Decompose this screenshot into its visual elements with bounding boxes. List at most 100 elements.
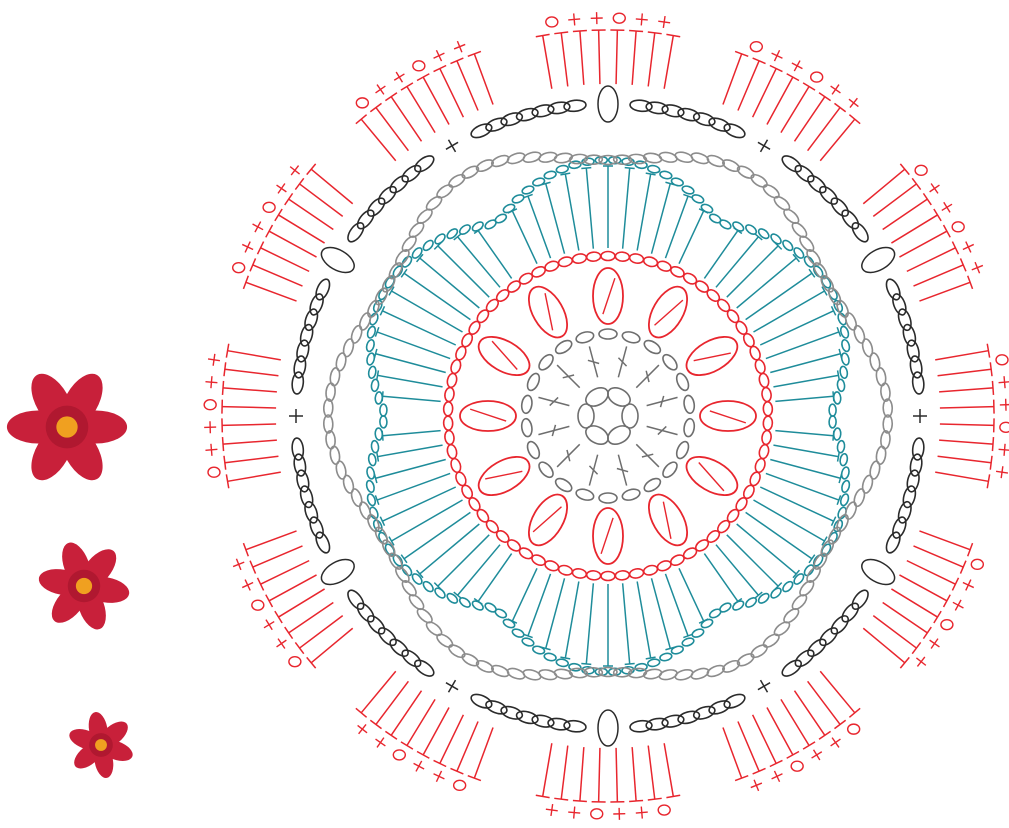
petal-ring-chain — [585, 251, 602, 262]
teal-fan-stitch — [403, 511, 471, 560]
petal-ring-chain — [761, 386, 772, 403]
teal-fan-stitch — [703, 553, 739, 602]
outer-stitch-top — [467, 50, 482, 58]
gray-chain — [882, 414, 894, 434]
teal-fan-stitch-top — [373, 473, 378, 484]
teal-fan-stitch — [775, 395, 834, 403]
petal-ring-chain — [442, 415, 454, 431]
outer-stitch — [422, 707, 450, 756]
outer-stitch-top — [991, 437, 995, 452]
outer-stitch — [422, 76, 450, 125]
teal-fan-stitch-top — [507, 618, 518, 624]
black-chain — [293, 453, 307, 477]
black-cluster — [320, 246, 355, 274]
outer-stitch-top — [433, 759, 447, 768]
teal-fan-round — [365, 155, 851, 677]
teal-fan-stitch — [678, 567, 705, 622]
teal-fan-stitch-top — [665, 181, 676, 186]
outer-stitch-top — [294, 642, 305, 655]
outer-picot — [207, 466, 221, 478]
outer-stitch — [780, 86, 810, 133]
outer-stitch — [541, 35, 553, 89]
outer-cross — [812, 749, 821, 761]
petal-ring-chain — [446, 443, 458, 460]
gray-chain — [612, 154, 633, 166]
teal-edge-chain — [647, 658, 661, 668]
outer-cross — [753, 779, 760, 792]
black-chain — [389, 638, 409, 657]
teal-fan-stitch-top — [792, 253, 801, 263]
outer-stitch-top — [991, 380, 995, 395]
gray-chain — [880, 382, 891, 402]
outer-stitch — [375, 680, 409, 725]
teal-fan-stitch — [736, 257, 797, 309]
puff-petal-stitch — [600, 517, 614, 555]
teal-edge-chain — [839, 365, 849, 380]
teal-edge-chain — [840, 466, 850, 480]
teal-fan-stitch-top — [836, 451, 841, 462]
teal-edge-chain — [681, 637, 695, 647]
teal-edge-chain — [511, 628, 525, 638]
center-stitch-bar — [659, 395, 665, 408]
teal-edge-chain — [770, 587, 782, 599]
black-chain — [906, 339, 920, 363]
center-outer-chain — [526, 440, 541, 460]
gray-chain — [358, 312, 372, 331]
gray-chain — [783, 208, 800, 225]
outer-stitch — [473, 53, 494, 105]
outer-picot — [288, 655, 302, 668]
outer-cross — [573, 806, 576, 819]
outer-stitch — [766, 76, 794, 125]
black-chain — [296, 469, 310, 493]
teal-fan-stitch-top — [540, 646, 551, 651]
black-chain — [347, 222, 365, 243]
black-chain — [819, 185, 839, 205]
black-chain — [367, 615, 386, 635]
outer-cross — [456, 40, 463, 53]
outer-stitch — [647, 745, 656, 800]
outer-stitch-top — [242, 275, 250, 290]
teal-fan-stitch-top — [581, 166, 592, 170]
petal-ring-chain — [444, 386, 455, 403]
puff-petal-stitch — [654, 299, 684, 326]
black-chain — [892, 293, 907, 316]
gray-chain — [844, 312, 858, 331]
outer-cross — [831, 84, 840, 95]
outer-stitch-top — [256, 577, 265, 591]
teal-fan-stitch — [765, 331, 840, 360]
outer-stitch — [807, 680, 841, 725]
outer-cross — [376, 737, 385, 748]
black-chain — [851, 589, 869, 610]
gray-chain — [598, 666, 618, 678]
petal-ring-chain — [642, 564, 659, 576]
outer-stitch — [245, 530, 297, 551]
gray-chain — [844, 501, 858, 520]
teal-fan-stitch-top — [507, 208, 518, 214]
outer-stitch-top — [922, 626, 932, 640]
teal-fan-stitch — [527, 195, 552, 259]
outer-picot — [846, 723, 861, 735]
center-chain — [585, 386, 609, 407]
outer-stitch — [919, 281, 971, 302]
outer-picot — [590, 808, 604, 820]
black-chain — [515, 107, 539, 122]
outer-stitch — [299, 615, 344, 649]
puff-petal — [528, 493, 568, 547]
teal-fan-stitch — [477, 230, 513, 279]
teal-fan-stitch-top — [453, 591, 462, 600]
teal-fan-stitch-top — [581, 662, 592, 666]
outer-stitch — [222, 439, 277, 445]
outer-cross — [831, 737, 840, 748]
teal-fan-stitch — [621, 583, 631, 665]
outer-cross — [435, 770, 443, 783]
teal-edge-chain — [839, 452, 849, 467]
outer-cross — [773, 770, 781, 783]
teal-fan-stitch — [403, 272, 471, 321]
outer-stitch-top — [848, 114, 861, 125]
teal-edge-chain — [532, 177, 546, 187]
outer-picot — [951, 221, 965, 233]
outer-cross — [207, 358, 221, 362]
outer-stitch-top — [966, 275, 974, 290]
teal-edge-chain — [745, 597, 758, 608]
outer-stitch — [597, 30, 601, 85]
